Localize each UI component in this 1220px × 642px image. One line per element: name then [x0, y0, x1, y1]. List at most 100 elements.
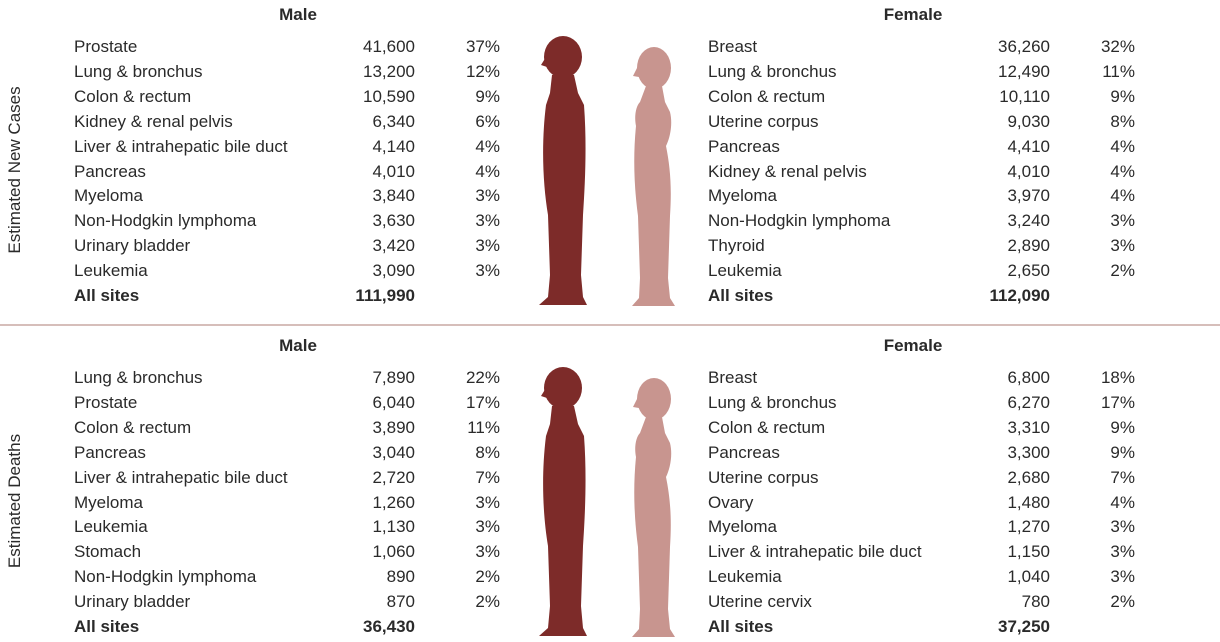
site-name: Liver & intrahepatic bile duct [74, 468, 288, 488]
site-name: Colon & rectum [708, 87, 825, 107]
case-count: 6,040 [372, 393, 415, 413]
male-silhouette [539, 367, 587, 636]
percent: 11% [1102, 62, 1135, 82]
case-count: 41,600 [363, 37, 415, 57]
site-name: Leukemia [708, 567, 782, 587]
case-count: 4,410 [1007, 137, 1050, 157]
site-name: Uterine corpus [708, 112, 819, 132]
site-name: Thyroid [708, 236, 765, 256]
case-count: 1,480 [1007, 493, 1050, 513]
case-count: 2,890 [1007, 236, 1050, 256]
site-name: Urinary bladder [74, 236, 190, 256]
percent: 7% [1110, 468, 1135, 488]
percent: 4% [475, 162, 500, 182]
case-count: 7,890 [372, 368, 415, 388]
group-title: Male [279, 336, 317, 356]
percent: 2% [475, 567, 500, 587]
case-count: 9,030 [1007, 112, 1050, 132]
case-count: 12,490 [998, 62, 1050, 82]
percent: 18% [1101, 368, 1135, 388]
page: Estimated New Cases Male Prostate 41,600 37%… [0, 0, 1220, 642]
percent: 2% [1110, 592, 1135, 612]
total-label: All sites [708, 617, 773, 637]
percent: 4% [1110, 137, 1135, 157]
group-title: Female [884, 336, 943, 356]
percent: 37% [466, 37, 500, 57]
case-count: 3,310 [1007, 418, 1050, 438]
site-name: Colon & rectum [74, 87, 191, 107]
percent: 32% [1101, 37, 1135, 57]
site-name: Colon & rectum [74, 418, 191, 438]
percent: 3% [475, 261, 500, 281]
percent: 3% [475, 517, 500, 537]
site-name: Leukemia [708, 261, 782, 281]
site-name: Leukemia [74, 261, 148, 281]
case-count: 2,650 [1007, 261, 1050, 281]
site-name: Prostate [74, 393, 137, 413]
percent: 2% [475, 592, 500, 612]
case-count: 10,590 [363, 87, 415, 107]
percent: 3% [475, 542, 500, 562]
case-count: 6,800 [1007, 368, 1050, 388]
case-count: 3,240 [1007, 211, 1050, 231]
site-name: Liver & intrahepatic bile duct [74, 137, 288, 157]
female-silhouette [632, 47, 675, 306]
site-name: Pancreas [74, 162, 146, 182]
site-name: Pancreas [708, 443, 780, 463]
case-count: 1,130 [372, 517, 415, 537]
site-name: Pancreas [74, 443, 146, 463]
site-name: Ovary [708, 493, 753, 513]
section-label: Estimated New Cases [5, 86, 25, 253]
percent: 3% [475, 493, 500, 513]
site-name: Kidney & renal pelvis [708, 162, 867, 182]
percent: 3% [475, 211, 500, 231]
percent: 2% [1110, 261, 1135, 281]
site-name: Myeloma [74, 186, 143, 206]
site-name: Myeloma [708, 186, 777, 206]
percent: 17% [1101, 393, 1135, 413]
total-count: 112,090 [989, 286, 1050, 306]
site-name: Stomach [74, 542, 141, 562]
site-name: Lung & bronchus [74, 368, 203, 388]
total-count: 36,430 [363, 617, 415, 637]
site-name: Lung & bronchus [708, 62, 837, 82]
percent: 9% [1110, 87, 1135, 107]
total-label: All sites [74, 286, 139, 306]
total-label: All sites [708, 286, 773, 306]
case-count: 2,720 [372, 468, 415, 488]
percent: 9% [1110, 443, 1135, 463]
case-count: 1,040 [1007, 567, 1050, 587]
site-name: Prostate [74, 37, 137, 57]
percent: 7% [475, 468, 500, 488]
percent: 4% [1110, 162, 1135, 182]
percent: 9% [1110, 418, 1135, 438]
site-name: Non-Hodgkin lymphoma [708, 211, 890, 231]
case-count: 10,110 [999, 87, 1050, 107]
site-name: Breast [708, 37, 757, 57]
site-name: Urinary bladder [74, 592, 190, 612]
percent: 3% [475, 186, 500, 206]
percent: 17% [466, 393, 500, 413]
percent: 3% [1110, 236, 1135, 256]
percent: 3% [1110, 567, 1135, 587]
percent: 3% [1110, 211, 1135, 231]
case-count: 3,970 [1007, 186, 1050, 206]
case-count: 6,270 [1007, 393, 1050, 413]
percent: 4% [1110, 493, 1135, 513]
case-count: 3,890 [372, 418, 415, 438]
percent: 3% [1110, 542, 1135, 562]
site-name: Non-Hodgkin lymphoma [74, 567, 256, 587]
percent: 6% [475, 112, 500, 132]
site-name: Pancreas [708, 137, 780, 157]
case-count: 1,150 [1007, 542, 1050, 562]
section-label: Estimated Deaths [5, 434, 25, 568]
group-title: Male [279, 5, 317, 25]
percent: 8% [1110, 112, 1135, 132]
percent: 8% [475, 443, 500, 463]
percent: 4% [475, 137, 500, 157]
case-count: 1,260 [372, 493, 415, 513]
case-count: 3,300 [1007, 443, 1050, 463]
percent: 12% [466, 62, 500, 82]
site-name: Leukemia [74, 517, 148, 537]
total-count: 37,250 [998, 617, 1050, 637]
